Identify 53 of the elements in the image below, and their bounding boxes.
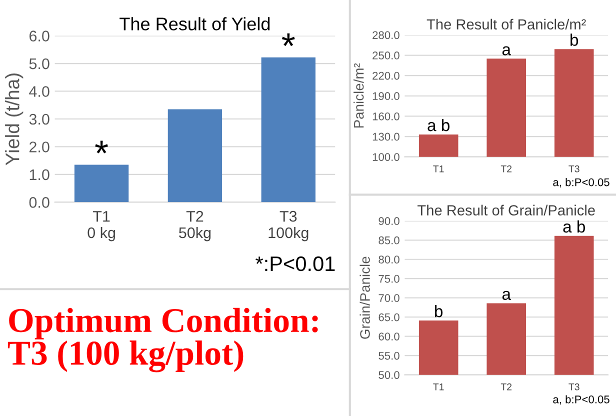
x-tick-label: T2 [500, 165, 512, 172]
y-tick-label: 220.0 [372, 72, 400, 80]
y-axis-title: Panicle/m² [354, 63, 364, 128]
text: Optimum Condition: T3 (100 kg/plot) [8, 308, 318, 372]
x-tick-label: T1 [433, 384, 444, 390]
x-tick-label: T1 0 kg [88, 211, 115, 242]
chart-title: The Result of Yield [120, 17, 270, 30]
annotation: a b [428, 118, 450, 132]
y-tick-label: 3.0 [29, 114, 50, 125]
annotation: a [502, 46, 511, 56]
y-tick-label: 100.0 [372, 153, 400, 161]
x-tick-label: T1 [433, 166, 444, 172]
y-axis-title: Yield (t/ha) [5, 74, 24, 166]
y-tick-label: 55.0 [378, 352, 400, 360]
y-tick-label: 160.0 [372, 112, 400, 120]
bar [168, 109, 222, 202]
y-tick-label: 85.0 [378, 236, 400, 244]
y-tick-label: 130.0 [372, 132, 400, 141]
text: a, b:P<0.05 [553, 178, 610, 188]
y-tick-label: 80.0 [378, 256, 400, 264]
y-tick-label: 60.0 [378, 332, 400, 340]
y-tick-label: 4.0 [29, 86, 50, 97]
annotation: * [95, 140, 108, 154]
x-tick-label: T3 [568, 383, 580, 390]
chart-title: The Result of Grain/Panicle [418, 204, 595, 216]
y-tick-label: 250.0 [372, 52, 400, 60]
y-tick-label: 70.0 [378, 294, 400, 302]
annotation: b [435, 305, 443, 318]
y-tick-label: 0.0 [29, 197, 50, 208]
y-tick-label: 280.0 [372, 31, 400, 40]
y-axis-title: Grain/Panicle [360, 256, 370, 339]
y-tick-label: 2.0 [29, 142, 50, 152]
y-tick-label: 50.0 [378, 371, 400, 379]
y-tick-label: 1.0 [30, 169, 50, 180]
chart-title: The Result of Panicle/m² [426, 18, 586, 30]
x-tick-label: T3 [568, 165, 580, 172]
x-tick-label: T3 100kg [268, 210, 308, 242]
x-tick-label: T2 50kg [179, 210, 211, 242]
bar [74, 164, 129, 202]
annotation: b [570, 34, 578, 46]
y-tick-label: 5.0 [29, 58, 50, 70]
x-tick-label: T2 [500, 383, 512, 390]
annotation: * [282, 33, 295, 46]
annotation: a b [563, 220, 585, 233]
y-tick-label: 75.0 [378, 274, 400, 283]
text: a, b:P<0.05 [553, 395, 610, 405]
bar [261, 57, 316, 202]
y-tick-label: 90.0 [378, 217, 400, 226]
y-tick-label: 65.0 [378, 313, 400, 322]
y-tick-label: 6.0 [30, 30, 50, 42]
text: *:P<0.01 [256, 256, 335, 272]
annotation: a [502, 290, 511, 300]
y-tick-label: 190.0 [372, 92, 400, 100]
